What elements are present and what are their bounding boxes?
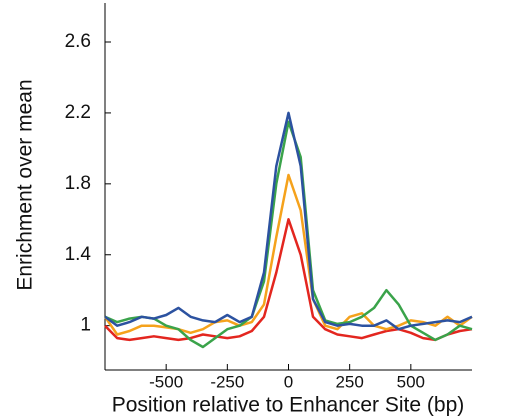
x-tick-label: -250 xyxy=(210,372,244,391)
x-tick-label: -500 xyxy=(149,372,183,391)
x-tick-label: 500 xyxy=(397,372,425,391)
series-line xyxy=(103,173,473,336)
x-axis-label: Position relative to Enhancer Site (bp) xyxy=(112,394,465,417)
y-axis-label: Enrichment over mean xyxy=(14,79,37,290)
x-tick-label: 0 xyxy=(284,372,293,391)
series-line xyxy=(104,111,473,331)
y-tick-label: 1 xyxy=(80,315,91,336)
series-line xyxy=(104,218,473,342)
y-tick-label: 2.6 xyxy=(65,31,91,52)
y-tick-label: 2.2 xyxy=(65,102,91,123)
series-line xyxy=(104,120,473,349)
y-tick-label: 1.4 xyxy=(65,244,92,265)
x-tick-label: 250 xyxy=(335,372,363,391)
y-tick-label: 1.8 xyxy=(65,173,91,194)
